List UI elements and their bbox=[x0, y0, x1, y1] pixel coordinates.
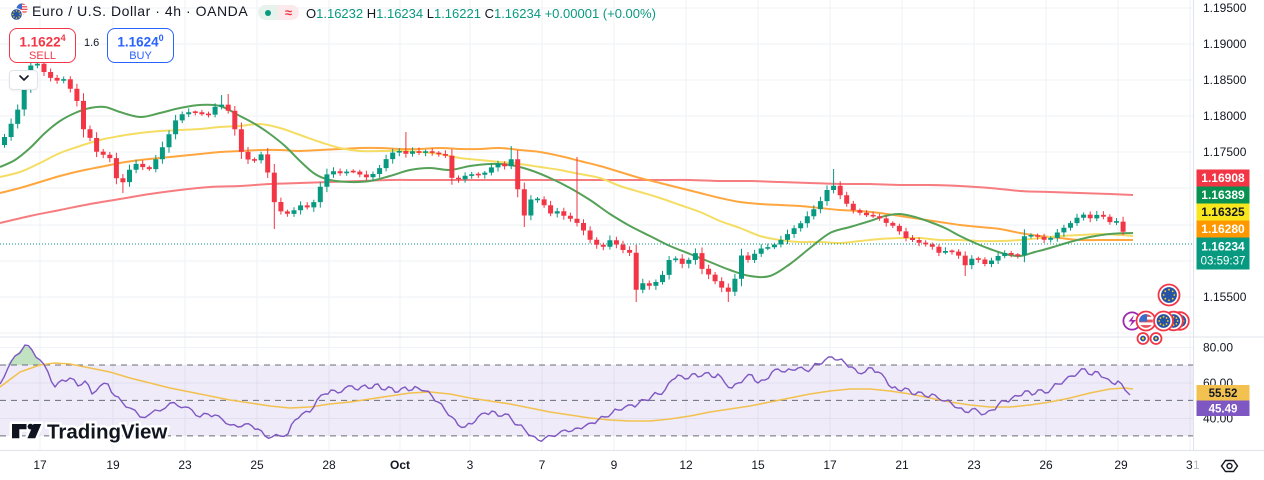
svg-text:21: 21 bbox=[895, 458, 909, 472]
svg-text:1.17500: 1.17500 bbox=[1203, 145, 1247, 159]
svg-text:29: 29 bbox=[1114, 458, 1128, 472]
svg-text:45.49: 45.49 bbox=[1209, 403, 1238, 415]
svg-text:23: 23 bbox=[178, 458, 192, 472]
svg-text:55.52: 55.52 bbox=[1209, 388, 1238, 400]
svg-text:3: 3 bbox=[467, 458, 474, 472]
svg-text:1.15500: 1.15500 bbox=[1203, 290, 1247, 304]
svg-text:1.16280: 1.16280 bbox=[1201, 222, 1245, 236]
svg-text:25: 25 bbox=[250, 458, 264, 472]
svg-text:3: 3 bbox=[1186, 458, 1193, 472]
svg-text:28: 28 bbox=[322, 458, 336, 472]
svg-text:1.16325: 1.16325 bbox=[1201, 205, 1245, 219]
svg-text:1.19000: 1.19000 bbox=[1203, 37, 1247, 51]
svg-text:1.18500: 1.18500 bbox=[1203, 73, 1247, 87]
svg-text:17: 17 bbox=[823, 458, 837, 472]
svg-text:15: 15 bbox=[751, 458, 765, 472]
svg-text:1.19500: 1.19500 bbox=[1203, 1, 1247, 15]
svg-text:Oct: Oct bbox=[390, 458, 410, 472]
svg-text:17: 17 bbox=[33, 458, 47, 472]
svg-text:19: 19 bbox=[106, 458, 120, 472]
svg-text:1: 1 bbox=[1193, 458, 1200, 472]
svg-text:23: 23 bbox=[967, 458, 981, 472]
svg-text:1.16389: 1.16389 bbox=[1201, 188, 1245, 202]
svg-text:TradingView: TradingView bbox=[47, 421, 167, 444]
svg-text:12: 12 bbox=[679, 458, 693, 472]
svg-text:7: 7 bbox=[539, 458, 546, 472]
svg-text:26: 26 bbox=[1039, 458, 1053, 472]
svg-text:80.00: 80.00 bbox=[1203, 341, 1233, 355]
svg-text:9: 9 bbox=[611, 458, 618, 472]
svg-text:1.18000: 1.18000 bbox=[1203, 109, 1247, 123]
svg-text:TradingView: TradingView bbox=[47, 421, 167, 444]
svg-text:1.16908: 1.16908 bbox=[1201, 171, 1245, 185]
svg-text:03:59:37: 03:59:37 bbox=[1201, 256, 1246, 268]
svg-text:1.16234: 1.16234 bbox=[1201, 240, 1245, 254]
